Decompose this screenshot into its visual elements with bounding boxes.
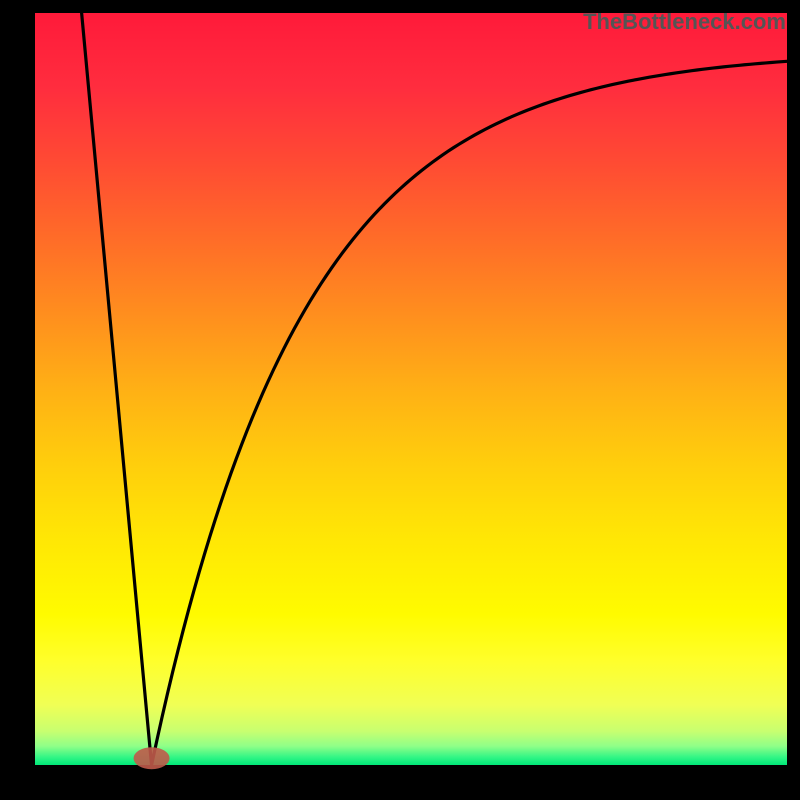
watermark-text: TheBottleneck.com — [583, 9, 786, 35]
chart-container: TheBottleneck.com — [0, 0, 800, 800]
bottleneck-curve — [0, 0, 800, 800]
bottleneck-curve-path — [82, 13, 787, 765]
vertex-marker — [134, 747, 170, 769]
